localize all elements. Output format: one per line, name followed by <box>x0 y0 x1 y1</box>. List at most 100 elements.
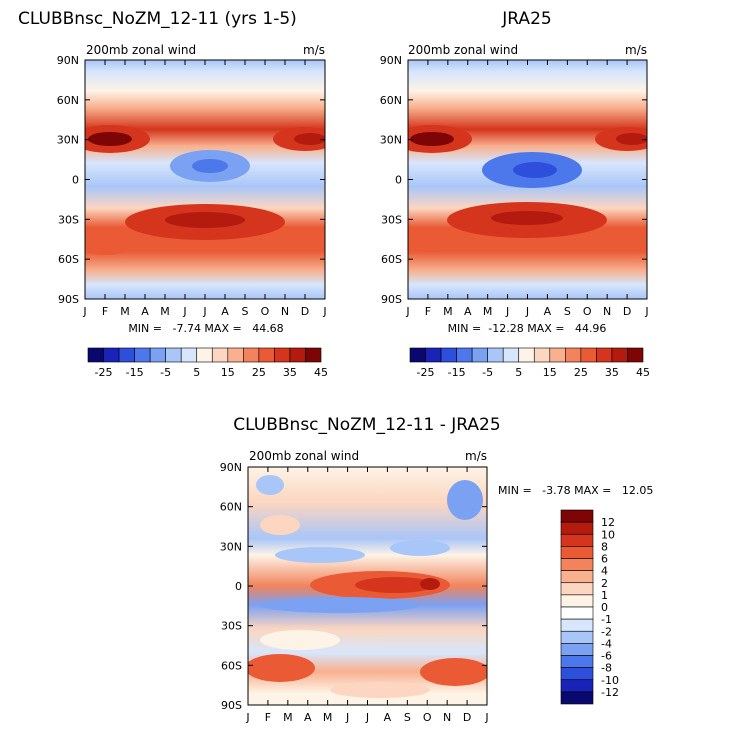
y-tick-label: 90N <box>57 54 79 67</box>
colorbar-label: -10 <box>601 674 619 687</box>
colorbar-swatch <box>627 347 644 363</box>
x-tick-label: J <box>405 305 409 318</box>
panel-model-title: CLUBBnsc_NoZM_12-11 (yrs 1-5) <box>18 9 297 29</box>
x-tick-label: A <box>544 305 552 318</box>
x-tick-label: J <box>322 305 326 318</box>
x-tick-label: S <box>564 305 571 318</box>
x-tick-label: J <box>245 711 249 724</box>
colorbar-label: -6 <box>601 650 612 663</box>
colorbar-swatch <box>409 347 426 363</box>
panel-model: CLUBBnsc_NoZM_12-11 (yrs 1-5) 200mb zona… <box>18 9 328 379</box>
panel-obs-title: JRA25 <box>501 9 551 29</box>
x-tick-label: J <box>82 305 86 318</box>
colorbar-swatch <box>560 533 594 547</box>
panel-model-subtitle: 200mb zonal wind <box>86 43 196 57</box>
panel-obs-subtitle: 200mb zonal wind <box>408 43 518 57</box>
colorbar-swatch <box>243 347 260 363</box>
x-tick-label: A <box>384 711 392 724</box>
y-tick-label: 30N <box>380 134 402 147</box>
colorbar-swatch <box>425 347 442 363</box>
x-tick-label: N <box>443 711 451 724</box>
y-tick-label: 30N <box>57 134 79 147</box>
colorbar-label: 25 <box>252 366 266 379</box>
x-tick-label: S <box>242 305 249 318</box>
x-tick-label: J <box>365 711 369 724</box>
colorbar-swatch <box>560 582 594 596</box>
colorbar-swatch <box>165 347 182 363</box>
colorbar-swatch <box>87 347 104 363</box>
colorbar-label: 0 <box>601 601 608 614</box>
panel-model-field <box>85 60 325 299</box>
colorbar-label: -15 <box>448 366 466 379</box>
colorbar-swatch <box>227 347 244 363</box>
colorbar-swatch <box>549 347 566 363</box>
colorbar-label: 45 <box>636 366 650 379</box>
colorbar-swatch <box>134 347 151 363</box>
y-tick-label: 0 <box>395 174 402 187</box>
colorbar-label: 10 <box>601 528 615 541</box>
colorbar-label: -5 <box>482 366 493 379</box>
colorbar-swatch <box>180 347 198 363</box>
colorbar-label: -12 <box>601 686 619 699</box>
y-tick-label: 60N <box>380 94 402 107</box>
y-tick-label: 90S <box>381 293 402 306</box>
panel-diff-title: CLUBBnsc_NoZM_12-11 - JRA25 <box>233 415 500 435</box>
colorbar-label: -4 <box>601 637 612 650</box>
colorbar-label: 12 <box>601 516 615 529</box>
y-tick-label: 60N <box>57 94 79 107</box>
panel-obs-colorbar: -25 -15 -5 5 15 25 35 45 <box>409 347 650 379</box>
colorbar-swatch <box>560 594 594 608</box>
colorbar-swatch <box>211 347 229 363</box>
panel-obs: JRA25 200mb zonal wind m/s 90N 60N 30N 0 30S… <box>380 9 650 379</box>
colorbar-swatch <box>487 347 504 363</box>
colorbar-swatch <box>149 347 166 363</box>
colorbar-swatch <box>560 655 594 668</box>
colorbar-label: 4 <box>601 565 608 578</box>
y-tick-label: 60N <box>220 501 242 514</box>
colorbar-label: 1 <box>601 589 608 602</box>
colorbar-swatch <box>560 618 594 632</box>
x-tick-label: A <box>221 305 229 318</box>
colorbar-label: 25 <box>574 366 588 379</box>
panel-obs-units: m/s <box>625 43 647 57</box>
x-tick-label: F <box>425 305 431 318</box>
panel-obs-field <box>408 60 647 299</box>
colorbar-swatch <box>560 667 594 681</box>
y-tick-label: 60S <box>221 659 242 672</box>
colorbar-swatch <box>533 347 551 363</box>
colorbar-label: -1 <box>601 613 612 626</box>
x-tick-label: M <box>443 305 453 318</box>
x-tick-label: D <box>463 711 471 724</box>
colorbar-swatch <box>580 347 597 363</box>
colorbar-swatch <box>289 347 306 363</box>
x-tick-label: J <box>505 305 509 318</box>
colorbar-label: 6 <box>601 553 608 566</box>
y-tick-label: 90S <box>221 699 242 712</box>
panel-model-y-axis: 90N 60N 30N 0 30S 60S 90S <box>57 54 325 306</box>
colorbar-label: 15 <box>221 366 235 379</box>
colorbar-label: -5 <box>160 366 171 379</box>
x-tick-label: M <box>483 305 493 318</box>
colorbar-swatch <box>560 521 594 535</box>
y-tick-label: 60S <box>381 253 402 266</box>
colorbar-swatch <box>502 347 520 363</box>
x-tick-label: O <box>583 305 592 318</box>
x-tick-label: F <box>102 305 108 318</box>
colorbar-label: -25 <box>417 366 435 379</box>
panel-model-colorbar: -25 -15 -5 5 15 25 35 45 <box>87 347 328 379</box>
colorbar-swatch <box>196 347 213 363</box>
panel-model-units: m/s <box>303 43 325 57</box>
panel-obs-stats: MIN = -12.28 MAX = 44.96 <box>448 322 607 335</box>
x-tick-label: M <box>120 305 130 318</box>
colorbar-swatch <box>471 347 488 363</box>
x-tick-label: J <box>182 305 186 318</box>
y-tick-label: 90N <box>380 54 402 67</box>
y-tick-label: 30S <box>58 213 79 226</box>
colorbar-label: -8 <box>601 662 612 675</box>
y-tick-label: 90S <box>58 293 79 306</box>
colorbar-swatch <box>118 347 135 363</box>
colorbar-swatch <box>560 570 594 584</box>
colorbar-label: 8 <box>601 540 608 553</box>
